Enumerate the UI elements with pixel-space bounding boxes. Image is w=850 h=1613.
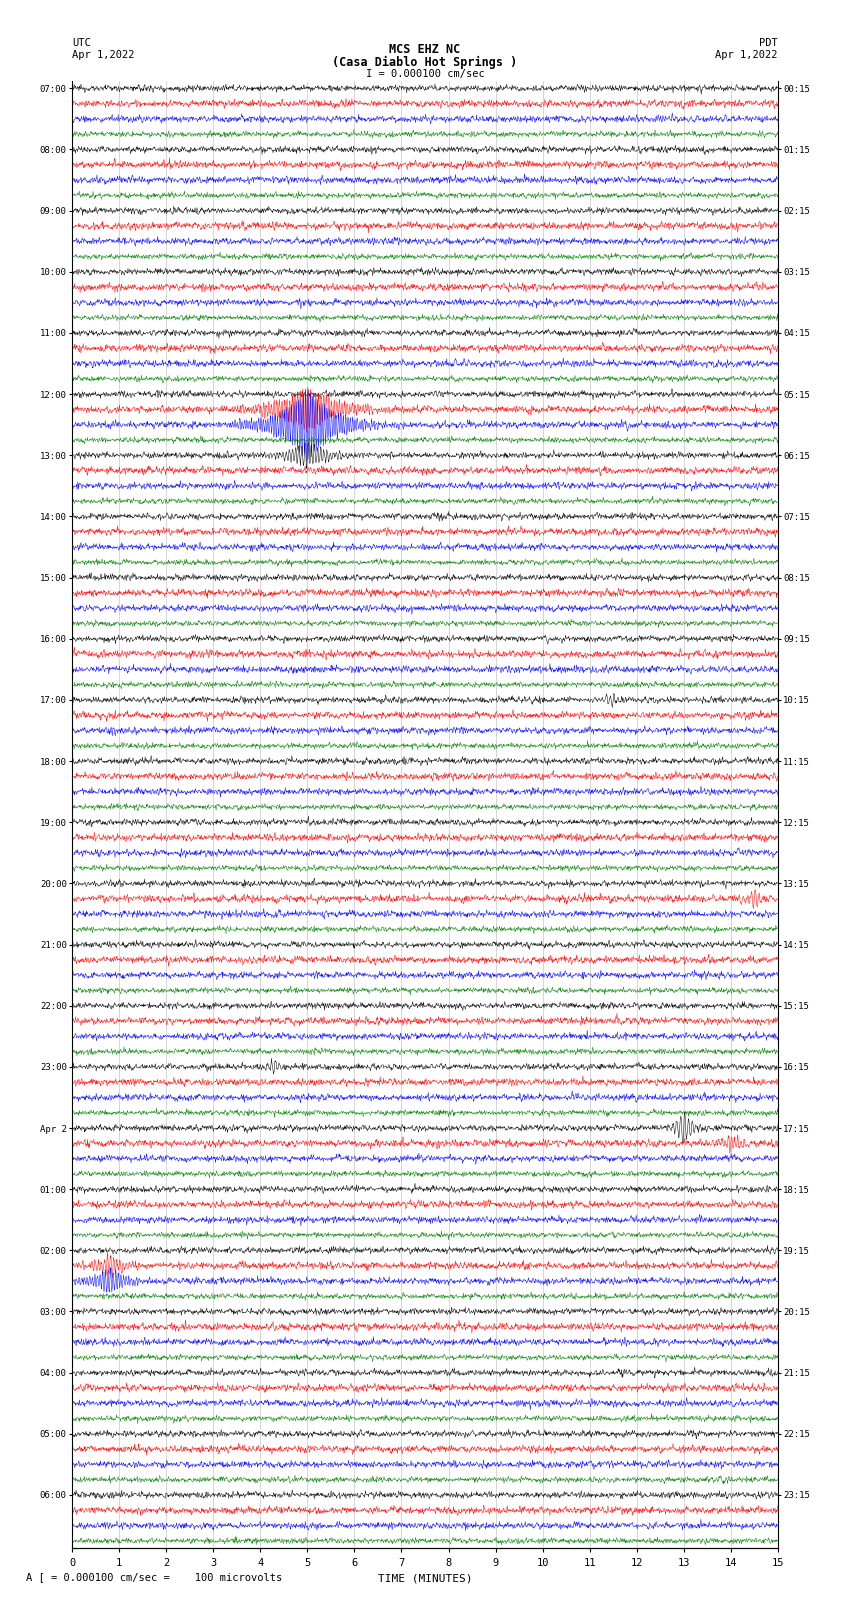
Text: Apr 1,2022: Apr 1,2022 xyxy=(72,50,135,60)
Text: Apr 1,2022: Apr 1,2022 xyxy=(715,50,778,60)
Text: UTC: UTC xyxy=(72,39,91,48)
Text: PDT: PDT xyxy=(759,39,778,48)
Text: A [ = 0.000100 cm/sec =    100 microvolts: A [ = 0.000100 cm/sec = 100 microvolts xyxy=(26,1573,281,1582)
X-axis label: TIME (MINUTES): TIME (MINUTES) xyxy=(377,1573,473,1582)
Text: I = 0.000100 cm/sec: I = 0.000100 cm/sec xyxy=(366,69,484,79)
Text: MCS EHZ NC: MCS EHZ NC xyxy=(389,44,461,56)
Text: (Casa Diablo Hot Springs ): (Casa Diablo Hot Springs ) xyxy=(332,56,518,69)
